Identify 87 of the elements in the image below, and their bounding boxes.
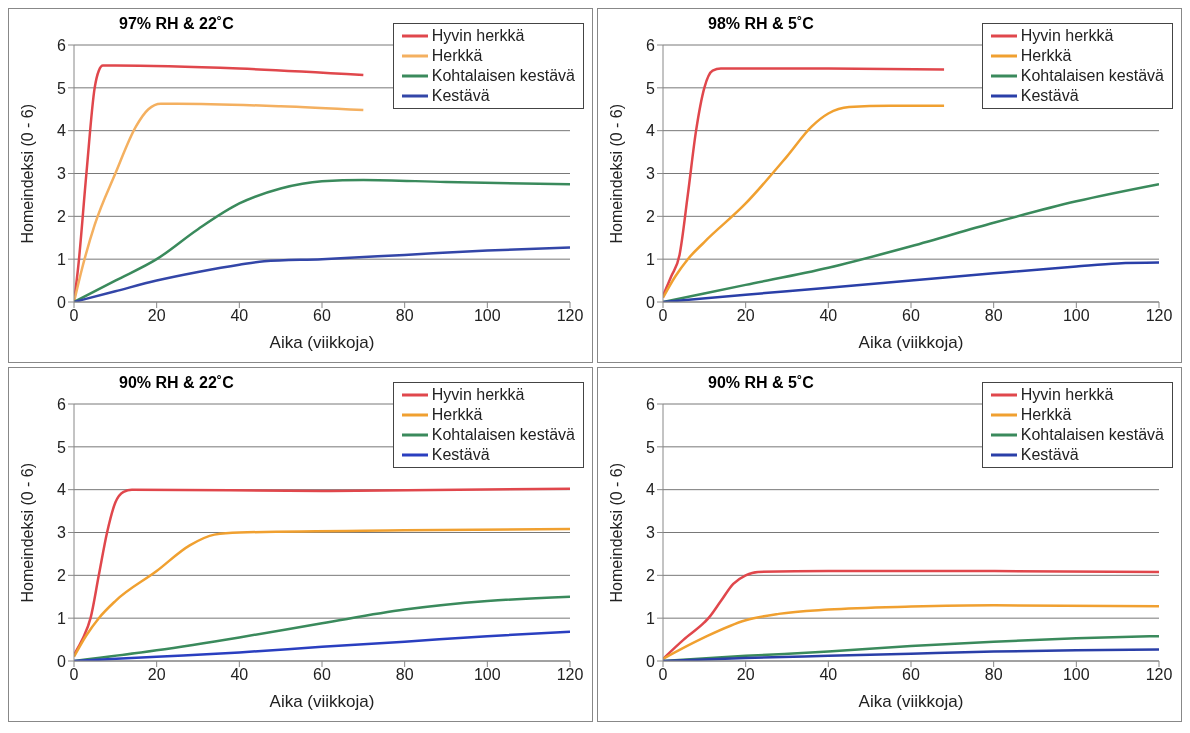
x-axis-title: Aika (viikkoja) <box>269 333 375 353</box>
legend-label: Kestävä <box>431 445 490 465</box>
y-tick-label: 4 <box>646 481 656 499</box>
x-tick-label: 20 <box>147 307 166 325</box>
x-tick-label: 20 <box>736 666 755 684</box>
x-tick-label: 80 <box>984 666 1003 684</box>
y-tick-label: 2 <box>57 208 67 226</box>
y-tick-label: 3 <box>646 165 656 183</box>
chart-title: 98% RH & 5˚C <box>708 15 814 33</box>
x-tick-label: 120 <box>556 307 584 325</box>
y-axis-title: Homeindeksi (0 - 6) <box>18 462 36 603</box>
y-tick-label: 6 <box>646 395 656 413</box>
y-tick-label: 5 <box>57 79 67 97</box>
x-tick-label: 100 <box>1062 307 1090 325</box>
line-series <box>663 104 946 299</box>
x-tick-label: 40 <box>819 666 838 684</box>
line-series <box>74 102 365 302</box>
legend-label: Herkkä <box>1020 46 1072 66</box>
line-series <box>74 527 570 658</box>
x-axis-title: Aika (viikkoja) <box>858 692 964 712</box>
x-tick-label: 20 <box>147 666 166 684</box>
x-tick-label: 0 <box>658 307 668 325</box>
legend-label: Hyvin herkkä <box>1020 385 1114 405</box>
y-tick-label: 4 <box>646 122 656 140</box>
x-tick-label: 0 <box>658 666 668 684</box>
chart-title: 90% RH & 5˚C <box>708 374 814 392</box>
chart-title: 90% RH & 22˚C <box>119 374 234 392</box>
y-axis-title: Homeindeksi (0 - 6) <box>607 462 625 603</box>
y-tick-label: 6 <box>57 395 67 413</box>
x-tick-label: 60 <box>902 307 920 325</box>
legend-label: Herkkä <box>431 46 483 66</box>
y-tick-label: 1 <box>57 609 67 627</box>
y-tick-label: 3 <box>57 524 67 542</box>
y-tick-label: 5 <box>646 438 656 456</box>
y-tick-label: 0 <box>57 652 67 670</box>
x-tick-label: 120 <box>556 666 584 684</box>
legend-label: Kestävä <box>1020 86 1079 106</box>
x-tick-label: 40 <box>819 307 838 325</box>
legend-label: Kestävä <box>1020 445 1079 465</box>
x-tick-label: 60 <box>313 666 331 684</box>
y-tick-label: 5 <box>646 79 656 97</box>
chart-title: 97% RH & 22˚C <box>119 15 234 33</box>
y-tick-label: 1 <box>646 609 656 627</box>
legend-label: Hyvin herkkä <box>431 385 525 405</box>
legend-label: Hyvin herkkä <box>431 26 525 46</box>
y-tick-label: 2 <box>57 567 67 585</box>
y-tick-label: 5 <box>57 438 67 456</box>
y-tick-label: 3 <box>57 165 67 183</box>
x-tick-label: 40 <box>230 666 249 684</box>
x-tick-label: 60 <box>313 307 331 325</box>
y-axis-title: Homeindeksi (0 - 6) <box>607 103 625 244</box>
y-axis-title: Homeindeksi (0 - 6) <box>18 103 36 244</box>
y-tick-label: 2 <box>646 208 656 226</box>
x-tick-label: 80 <box>395 666 414 684</box>
x-tick-label: 100 <box>473 307 501 325</box>
x-axis-title: Aika (viikkoja) <box>858 333 964 353</box>
legend-label: Kohtalaisen kestävä <box>431 425 575 445</box>
x-tick-label: 0 <box>69 307 79 325</box>
legend-label: Kohtalaisen kestävä <box>1020 66 1164 86</box>
x-tick-label: 0 <box>69 666 79 684</box>
legend-label: Herkkä <box>431 405 483 425</box>
legend-label: Hyvin herkkä <box>1020 26 1114 46</box>
legend-label: Kohtalaisen kestävä <box>1020 425 1164 445</box>
x-tick-label: 100 <box>1062 666 1090 684</box>
y-tick-label: 4 <box>57 481 67 499</box>
x-axis-title: Aika (viikkoja) <box>269 692 375 712</box>
x-tick-label: 100 <box>473 666 501 684</box>
y-tick-label: 0 <box>646 652 656 670</box>
x-tick-label: 80 <box>984 307 1003 325</box>
y-tick-label: 4 <box>57 122 67 140</box>
y-tick-label: 6 <box>57 36 67 54</box>
y-tick-label: 6 <box>646 36 656 54</box>
y-tick-label: 0 <box>57 293 67 311</box>
y-tick-label: 1 <box>57 250 67 268</box>
x-tick-label: 20 <box>736 307 755 325</box>
y-tick-label: 1 <box>646 250 656 268</box>
x-tick-label: 80 <box>395 307 414 325</box>
y-tick-label: 3 <box>646 524 656 542</box>
legend-label: Kestävä <box>431 86 490 106</box>
legend-label: Kohtalaisen kestävä <box>431 66 575 86</box>
x-tick-label: 40 <box>230 307 249 325</box>
y-tick-label: 0 <box>646 293 656 311</box>
x-tick-label: 60 <box>902 666 920 684</box>
legend-label: Herkkä <box>1020 405 1072 425</box>
y-tick-label: 2 <box>646 567 656 585</box>
x-tick-label: 120 <box>1145 307 1173 325</box>
x-tick-label: 120 <box>1145 666 1173 684</box>
